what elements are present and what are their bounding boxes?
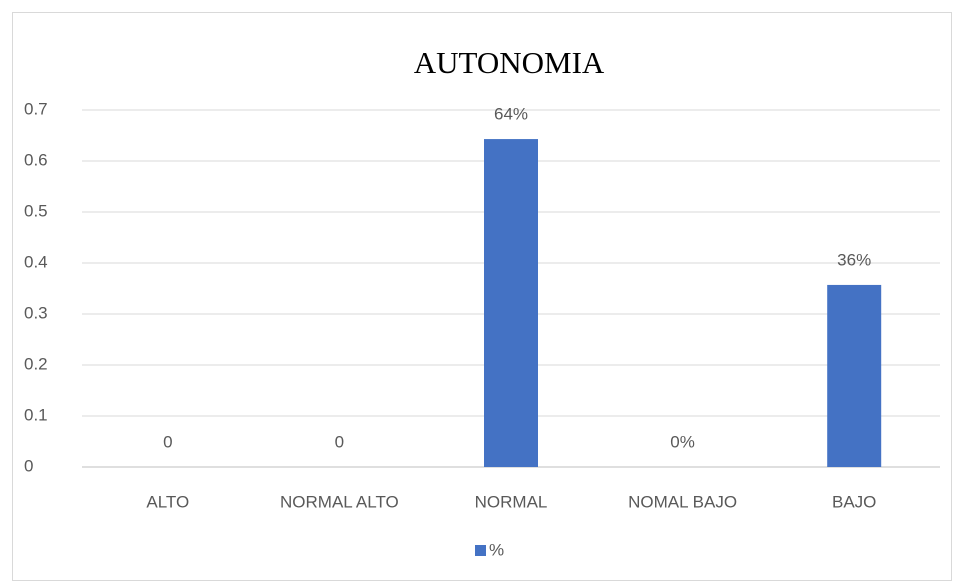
x-tick-label: ALTO xyxy=(146,492,189,511)
legend-label: % xyxy=(489,540,504,559)
value-label: 64% xyxy=(494,105,528,124)
y-tick-label: 0.5 xyxy=(24,201,48,220)
y-tick-label: 0.6 xyxy=(24,150,48,169)
y-tick-label: 0.1 xyxy=(24,405,48,424)
y-tick-label: 0.2 xyxy=(24,354,48,373)
y-tick-label: 0.7 xyxy=(24,99,48,118)
x-tick-label: NORMAL xyxy=(475,492,548,511)
x-tick-label: NORMAL ALTO xyxy=(280,492,399,511)
chart-title: AUTONOMIA xyxy=(414,45,605,80)
x-tick-label: BAJO xyxy=(832,492,876,511)
value-label: 0 xyxy=(163,432,172,451)
bar xyxy=(827,284,882,467)
y-tick-label: 0 xyxy=(24,456,33,475)
chart-border xyxy=(12,12,952,581)
legend-swatch xyxy=(475,545,486,556)
x-tick-label: NOMAL BAJO xyxy=(628,492,737,511)
y-tick-label: 0.4 xyxy=(24,252,48,271)
bar xyxy=(484,139,538,467)
value-label: 0% xyxy=(670,432,695,451)
y-tick-label: 0.3 xyxy=(24,303,48,322)
value-label: 0 xyxy=(335,432,344,451)
value-label: 36% xyxy=(837,250,871,269)
